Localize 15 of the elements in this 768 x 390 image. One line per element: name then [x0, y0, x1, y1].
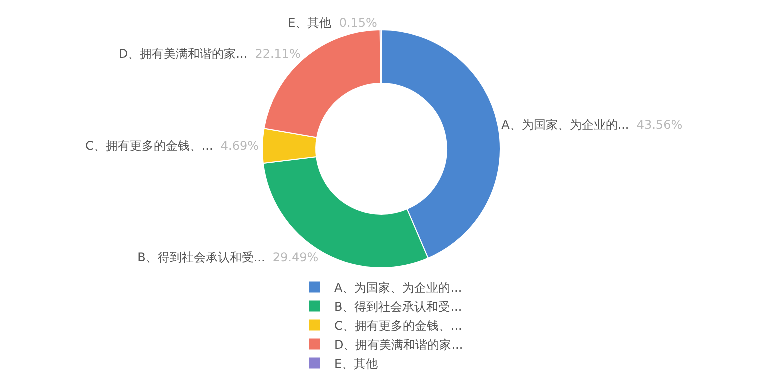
slice-label: B、得到社会承认和受... — [138, 250, 266, 264]
legend-label: C、拥有更多的金钱、... — [334, 318, 462, 333]
slice-label: A、为国家、为企业的... — [502, 118, 630, 132]
data-label: 22.11% — [255, 47, 301, 62]
data-label: 29.49% — [272, 250, 319, 264]
legend-label: D、拥有美满和谐的家... — [334, 338, 464, 352]
legend-label: E、其他 — [334, 356, 378, 371]
slice-label: D、拥有美满和谐的家... — [118, 47, 248, 62]
data-label: 0.15% — [339, 16, 378, 30]
data-label: 43.56% — [636, 118, 683, 132]
legend-label: A、为国家、为企业的... — [334, 280, 462, 295]
data-label: 4.69% — [220, 139, 260, 154]
slice-label: E、其他 — [288, 16, 332, 30]
slice-label: C、拥有更多的金钱、... — [85, 139, 214, 154]
legend-label: B、得到社会承认和受... — [334, 300, 462, 314]
